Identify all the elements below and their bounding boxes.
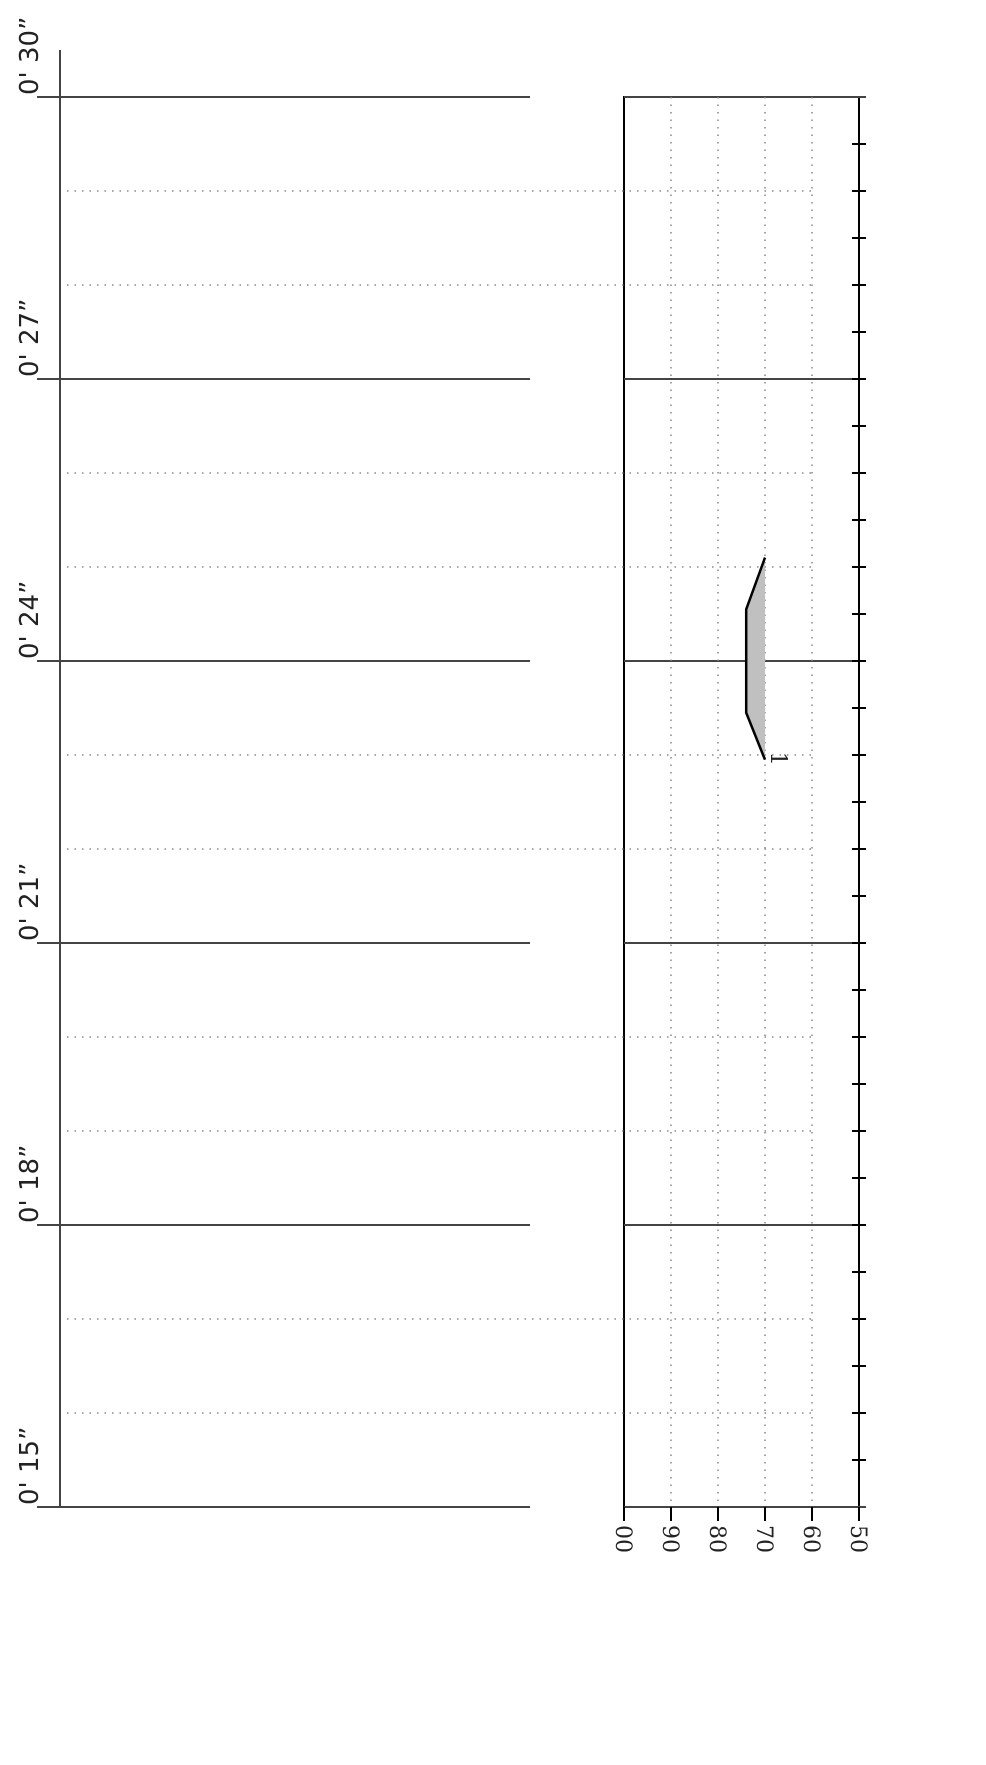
x-tick-label: 0' 21” <box>15 862 45 941</box>
y-tick-label: 80 <box>704 1525 729 1553</box>
line <box>744 557 767 761</box>
panel-frame <box>623 96 860 1508</box>
y-tick-label: 70 <box>751 1525 776 1553</box>
x-tick-label: 0' 27” <box>15 298 45 377</box>
x-tick-label: 0' 30” <box>15 16 45 95</box>
annotation: 1 <box>765 752 790 766</box>
x-tick-label: 0' 24” <box>15 580 45 659</box>
y-tick-label: 60 <box>798 1525 823 1553</box>
area <box>746 557 765 760</box>
y-tick-label: 90 <box>657 1525 682 1553</box>
x-tick-label: 0' 15” <box>15 1426 45 1505</box>
x-tick-label: 0' 18” <box>15 1144 45 1223</box>
y-tick-label: 50 <box>845 1525 870 1553</box>
y-tick-label: 00 <box>610 1525 635 1553</box>
